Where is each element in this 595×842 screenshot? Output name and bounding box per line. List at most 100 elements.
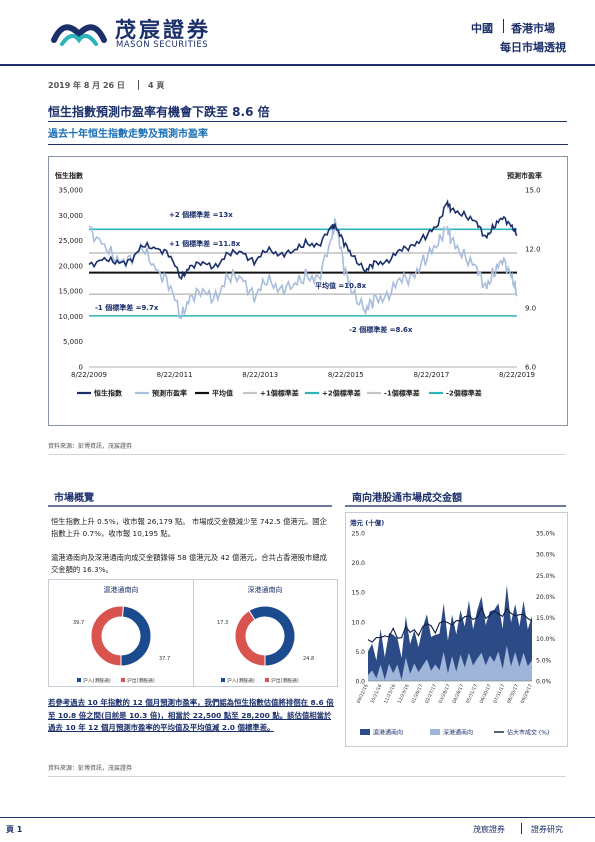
logo-mark-icon bbox=[51, 24, 107, 46]
annotation: 平均值 =10.8x bbox=[315, 281, 367, 290]
x-tick-label: 09/22/16 bbox=[356, 683, 370, 704]
series-line bbox=[88, 218, 518, 320]
left-axis-label: 港元 (十億) bbox=[350, 518, 384, 527]
x-tick-label: 8/22/2015 bbox=[328, 371, 364, 379]
southbound-chart-frame: 港元 (十億) 25.0 20.0 15.0 10.0 5.0 0.0 35.0% 30.0% 2… bbox=[345, 512, 568, 747]
right-tick-label: 5.0% bbox=[536, 657, 552, 664]
pie-value-label: 37.7 bbox=[159, 656, 170, 662]
x-tick-label: 8/22/2017 bbox=[413, 371, 449, 379]
legend-label: +1個標準差 bbox=[260, 389, 299, 398]
header-divider bbox=[503, 19, 504, 33]
x-tick-label: 8/22/2009 bbox=[71, 371, 107, 379]
pie-legend-label: 沪出(港股通) bbox=[127, 677, 155, 684]
x-tick-label: 8/22/2011 bbox=[157, 371, 193, 379]
section2-title: 市場概覽 bbox=[54, 493, 94, 504]
x-tick-label: 08/30/17 bbox=[506, 683, 520, 704]
left-tick-label: 20,000 bbox=[59, 262, 84, 270]
left-tick-label: 25,000 bbox=[59, 237, 84, 245]
headline-rule bbox=[48, 121, 567, 122]
right-tick-label: 12.0 bbox=[525, 246, 541, 254]
right-tick-label: 10.0% bbox=[536, 636, 555, 643]
right-tick-label: 15.0 bbox=[525, 187, 541, 195]
right-tick-label: 25.0% bbox=[536, 573, 555, 580]
pie-slice bbox=[90, 605, 124, 667]
left-tick-label: 10,000 bbox=[59, 313, 84, 321]
x-tick-label: 03/28/17 bbox=[438, 683, 452, 704]
annotation: -1 個標準差 =9.7x bbox=[95, 303, 159, 312]
section1-source: 資料來源：彭博資訊，茂宸證券 bbox=[48, 443, 133, 450]
area-series bbox=[368, 645, 532, 681]
page-count: 4 頁 bbox=[148, 81, 165, 90]
x-tick-label: 07/31/17 bbox=[492, 683, 506, 704]
header-region: 中國 bbox=[471, 22, 493, 35]
hsi-chart-frame: 恒生指數 預測市盈率 35,000 30,000 25,000 20,000 15,000 1… bbox=[48, 156, 568, 426]
left-tick-label: 10.0 bbox=[352, 619, 366, 626]
legend-label: 佔大市成交 (%) bbox=[507, 729, 549, 737]
legend-label: 深港通南向 bbox=[443, 729, 473, 737]
x-tick-label: 8/22/2013 bbox=[242, 371, 278, 379]
left-tick-label: 5,000 bbox=[63, 338, 83, 346]
report-date: 2019 年 8 月 26 日 bbox=[48, 81, 125, 90]
legend-label: 預測市盈率 bbox=[152, 389, 187, 398]
headline: 恒生指數預測市盈率有機會下跌至 8.6 倍 bbox=[48, 105, 270, 119]
section3-title: 南向港股通市場成交金額 bbox=[352, 493, 462, 504]
legend-swatch bbox=[360, 729, 370, 735]
left-tick-label: 30,000 bbox=[59, 212, 84, 220]
right-axis-label: 預測市盈率 bbox=[507, 171, 542, 180]
pie-slice bbox=[234, 609, 266, 667]
section3-bar bbox=[345, 505, 566, 507]
right-tick-label: 30.0% bbox=[536, 552, 555, 559]
right-tick-label: 15.0% bbox=[536, 615, 555, 622]
pie-value-label: 17.3 bbox=[217, 620, 228, 626]
line-series bbox=[367, 606, 533, 643]
pie-title: 深港通南向 bbox=[248, 585, 283, 594]
pie-divider bbox=[193, 580, 194, 686]
conclusion-text: 若參考過去 10 年指數的 12 個月預測市盈率，我們認為恒生指數估值將排徊在 … bbox=[48, 698, 334, 732]
pie-legend-swatch bbox=[221, 678, 225, 682]
series-line bbox=[88, 199, 518, 281]
footer-divider bbox=[521, 823, 522, 834]
legend-label: -1個標準差 bbox=[384, 389, 420, 398]
meta-divider bbox=[138, 80, 139, 90]
left-tick-label: 5.0 bbox=[355, 649, 365, 656]
x-tick-label: 01/26/17 bbox=[410, 683, 424, 704]
section2-source: 資料來源：彭博資訊，茂宸證券 bbox=[48, 765, 133, 772]
pie-value-label: 39.7 bbox=[73, 620, 84, 626]
southbound-pie-frame: 滬港通南向 39.7 37.7 沪入(港股通) 沪出(港股通) 深港通南向 17.3 24.8… bbox=[48, 579, 338, 687]
annotation: +2 個標準差 =13x bbox=[169, 210, 233, 219]
right-tick-label: 20.0% bbox=[536, 594, 555, 601]
x-tick-label: 8/22/2019 bbox=[499, 371, 535, 379]
x-tick-label: 11/23/16 bbox=[383, 683, 397, 704]
overview-paragraph-1: 恒生指數上升 0.5%，收市報 26,179 點。 市場成交金額減少至 742.… bbox=[51, 517, 327, 538]
pie-title: 滬港通南向 bbox=[104, 585, 139, 594]
section1-rule bbox=[48, 144, 568, 145]
header-rule bbox=[0, 64, 595, 66]
left-axis-label: 恒生指數 bbox=[54, 171, 83, 180]
legend-swatch bbox=[430, 729, 440, 735]
pie-legend-swatch bbox=[121, 678, 125, 682]
legend-label: 恒生指數 bbox=[93, 389, 122, 398]
left-tick-label: 15.0 bbox=[352, 590, 366, 597]
section1-bottom-rule bbox=[48, 454, 566, 455]
section1-title: 過去十年恒生指數走勢及預測市盈率 bbox=[48, 129, 208, 140]
x-tick-label: 02/27/17 bbox=[424, 683, 438, 704]
legend-label: -2個標準差 bbox=[446, 389, 482, 398]
left-tick-label: 20.0 bbox=[352, 560, 366, 567]
annotation: -2 個標準差 =8.6x bbox=[349, 325, 413, 334]
brand-name-cn: 茂宸證券 bbox=[115, 18, 211, 42]
header-market: 香港市場 bbox=[511, 22, 555, 35]
pie-legend-label: 沪出(港股通) bbox=[271, 677, 299, 684]
company-logo bbox=[50, 14, 108, 50]
overview-paragraph-2: 滬港通南向及深港通南向成交金額錄得 58 億港元及 42 億港元，合共占香港股市… bbox=[51, 553, 327, 574]
section2-bar bbox=[48, 505, 332, 507]
x-tick-label: 10/21/16 bbox=[369, 683, 383, 704]
header-report-name: 每日市場透視 bbox=[500, 41, 566, 54]
hsi-pe-chart: 恒生指數 預測市盈率35,00030,00025,00020,00015,0001… bbox=[54, 171, 542, 398]
pie-slice bbox=[120, 605, 152, 667]
legend-label: 滬港通南向 bbox=[373, 729, 403, 737]
right-tick-label: 35.0% bbox=[536, 531, 555, 538]
x-tick-label: 05/31/17 bbox=[465, 683, 479, 704]
footer-division: 證券研究 bbox=[531, 825, 563, 834]
x-tick-label: 06/30/17 bbox=[479, 683, 493, 704]
x-tick-label: 12/23/16 bbox=[397, 683, 411, 704]
